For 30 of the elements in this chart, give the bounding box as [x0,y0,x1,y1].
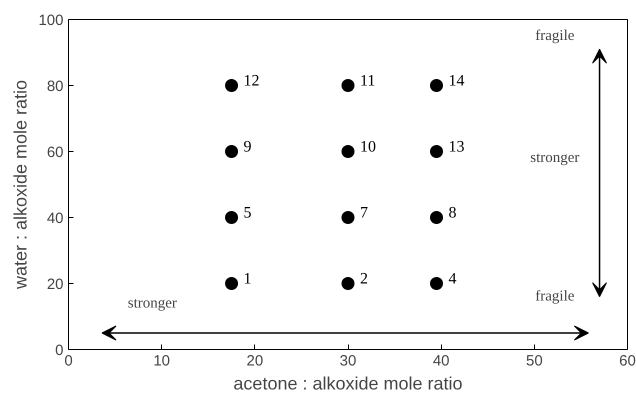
series-label: 1 [244,270,252,288]
x-tick-label: 40 [432,352,450,370]
x-tick-label: 20 [246,352,264,370]
x-tick-label: 50 [526,352,543,370]
annotation: fragile [535,288,575,305]
x-tick-label: 60 [619,352,636,370]
y-tick-label: 20 [46,276,64,293]
y-tick-label: 60 [46,144,64,161]
series-label: 10 [360,138,376,156]
series-label: 8 [448,204,457,222]
y-axis-title: water : alkoxide mole ratio [10,80,30,290]
x-tick-label: 30 [340,352,356,370]
y-tick-label: 100 [38,12,64,29]
series-label: 12 [244,72,260,90]
series-label: 9 [244,138,252,156]
series-label: 2 [360,270,368,288]
series-label: 5 [244,204,252,222]
series-label: 14 [448,72,465,90]
annotation: stronger [530,150,580,166]
x-tick-label: 10 [153,352,170,370]
y-tick-label: 0 [55,342,64,359]
annotation: fragile [535,28,575,44]
annotation: stronger [128,295,177,312]
y-tick-label: 80 [46,78,64,95]
y-tick-label: 40 [46,210,64,227]
series-label: 7 [360,204,368,222]
x-axis-title: acetone : alkoxide mole ratio [233,374,463,394]
series-label: 11 [360,72,376,90]
series-label: 4 [448,270,457,288]
series-label: 13 [448,138,465,156]
